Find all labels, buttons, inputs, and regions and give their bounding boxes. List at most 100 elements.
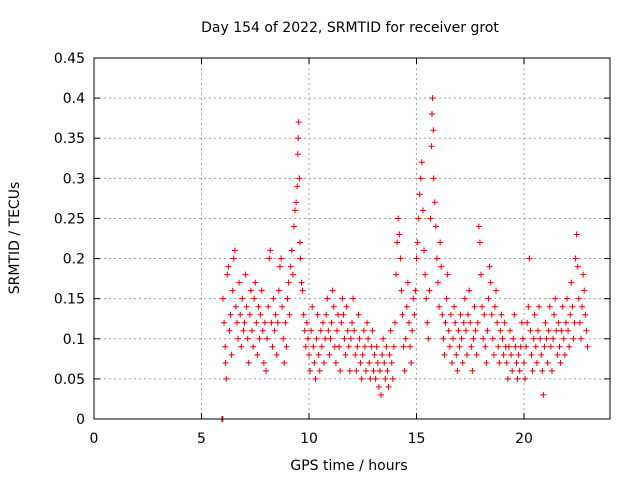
data-point	[515, 351, 522, 358]
data-point	[335, 311, 342, 318]
y-tick-label: 0.1	[63, 332, 85, 348]
data-point	[290, 223, 297, 230]
data-point	[551, 311, 558, 318]
y-tick-label: 0.35	[54, 131, 85, 147]
data-point	[404, 279, 411, 286]
data-point	[273, 351, 280, 358]
data-point	[227, 311, 234, 318]
data-point	[342, 351, 349, 358]
data-point	[279, 303, 286, 310]
data-point	[343, 303, 350, 310]
data-point	[580, 271, 587, 278]
data-point	[276, 263, 283, 270]
data-point	[534, 327, 541, 334]
data-point	[411, 311, 418, 318]
data-point	[453, 351, 460, 358]
data-point	[318, 343, 325, 350]
data-point	[524, 319, 531, 326]
data-point	[494, 319, 501, 326]
grid-lines	[94, 58, 610, 419]
data-point	[329, 287, 336, 294]
data-point	[300, 311, 307, 318]
data-point	[382, 375, 389, 382]
data-point	[531, 311, 538, 318]
data-point	[519, 335, 526, 342]
data-point	[240, 327, 247, 334]
data-point	[249, 327, 256, 334]
data-point	[302, 343, 309, 350]
data-point	[455, 327, 462, 334]
data-point	[386, 351, 393, 358]
data-point	[483, 359, 490, 366]
data-point	[537, 335, 544, 342]
y-tick-label: 0	[76, 412, 85, 428]
data-point	[432, 223, 439, 230]
data-point	[430, 127, 437, 134]
data-point	[340, 311, 347, 318]
data-point	[287, 263, 294, 270]
data-point	[412, 287, 419, 294]
data-point	[271, 327, 278, 334]
data-point	[222, 359, 229, 366]
data-point	[239, 295, 246, 302]
data-point	[310, 343, 317, 350]
data-point	[401, 367, 408, 374]
data-point	[325, 327, 332, 334]
data-point	[498, 311, 505, 318]
data-point	[397, 255, 404, 262]
data-point	[572, 255, 579, 262]
data-point	[266, 255, 273, 262]
y-tick-label: 0.2	[63, 252, 85, 268]
data-point	[311, 359, 318, 366]
data-point	[470, 335, 477, 342]
x-tick-label: 0	[90, 431, 99, 447]
chart-title: Day 154 of 2022, SRMTID for receiver gro…	[201, 20, 499, 36]
data-point	[433, 255, 440, 262]
data-point	[408, 359, 415, 366]
data-point	[231, 247, 238, 254]
data-point	[495, 343, 502, 350]
x-tick-label: 15	[408, 431, 426, 447]
data-point	[571, 319, 578, 326]
data-point	[246, 311, 253, 318]
data-point	[341, 335, 348, 342]
data-point	[428, 143, 435, 150]
data-point	[309, 303, 316, 310]
data-point	[427, 215, 434, 222]
data-point	[252, 279, 259, 286]
data-point	[337, 367, 344, 374]
data-point	[568, 279, 575, 286]
data-point	[393, 271, 400, 278]
data-point	[582, 311, 589, 318]
data-point	[251, 295, 258, 302]
data-point	[584, 343, 591, 350]
data-point	[501, 319, 508, 326]
data-point	[361, 343, 368, 350]
data-point	[476, 239, 483, 246]
data-point	[445, 327, 452, 334]
data-point	[464, 351, 471, 358]
data-point	[562, 319, 569, 326]
data-point	[548, 367, 555, 374]
data-point	[281, 359, 288, 366]
data-point	[224, 271, 231, 278]
y-tick-label: 0.25	[54, 211, 85, 227]
data-point	[355, 311, 362, 318]
data-point	[296, 239, 303, 246]
data-point	[323, 311, 330, 318]
data-point	[577, 335, 584, 342]
y-tick-label: 0.4	[63, 91, 85, 107]
data-point	[465, 311, 472, 318]
data-point	[559, 303, 566, 310]
data-point	[378, 391, 385, 398]
data-point	[507, 327, 514, 334]
data-point	[443, 295, 450, 302]
data-point	[460, 319, 467, 326]
data-point	[459, 359, 466, 366]
data-point	[504, 375, 511, 382]
data-point	[237, 311, 244, 318]
data-point	[416, 191, 423, 198]
data-point	[493, 287, 500, 294]
data-point	[272, 311, 279, 318]
data-point	[222, 343, 229, 350]
